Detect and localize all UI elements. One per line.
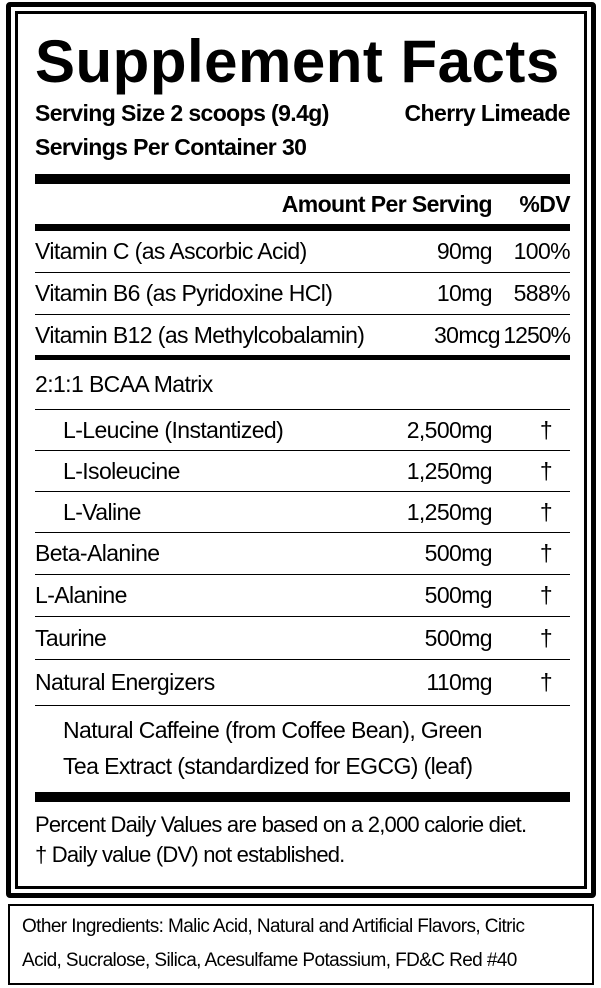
dagger-mark: † [539,669,553,695]
nutrient-amount: 110mg [426,669,492,695]
flavor: Cherry Limeade [404,100,571,126]
dagger-mark: † [539,582,553,608]
nutrient-amount: 30mcg [433,321,501,348]
nutrient-dv: 588% [513,280,571,306]
dv-header: %DV [519,190,570,217]
inner-border: Supplement Facts Serving Size 2 scoops (… [15,11,587,889]
serving-size: Serving Size 2 scoops (9.4g) [35,100,329,126]
dagger-mark: † [539,416,553,443]
nutrient-name: L-Isoleucine [63,457,180,484]
description-line: Tea Extract (standardized for EGCG) (lea… [63,753,473,779]
nutrient-amount: 1,250mg [406,498,493,525]
nutrient-row: Natural Energizers 110mg † [35,660,570,706]
nutrient-name: Natural Energizers [35,669,215,695]
nutrient-row: Beta-Alanine 500mg † [35,533,570,575]
nutrient-dv: 1250% [503,321,571,348]
column-header: Amount Per Serving %DV [35,184,571,224]
energizers-description: Natural Caffeine (from Coffee Bean), Gre… [35,706,570,792]
nutrient-row: Vitamin C (as Ascorbic Acid) 90mg 100% [35,231,571,273]
nutrient-name: Vitamin C (as Ascorbic Acid) [35,238,307,264]
servings-per-container: Servings Per Container 30 [35,134,307,160]
footnotes: Percent Daily Values are based on a 2,00… [35,802,570,870]
ingredients-line: Acid, Sucralose, Silica, Acesulfame Pota… [22,950,517,971]
supplement-facts-panel: Supplement Facts Serving Size 2 scoops (… [6,2,596,898]
nutrient-amount: 10mg [436,280,493,306]
footnote: † Daily value (DV) not established. [35,842,345,867]
nutrient-amount: 500mg [424,540,493,566]
nutrient-row: Vitamin B6 (as Pyridoxine HCl) 10mg 588% [35,273,571,315]
panel-title: Supplement Facts [35,28,560,95]
nutrient-name: L-Alanine [35,582,127,608]
nutrient-row: Taurine 500mg † [35,617,570,660]
nutrient-row: L-Isoleucine 1,250mg † [35,451,570,492]
nutrient-amount: 2,500mg [406,416,493,443]
nutrient-amount: 1,250mg [406,457,493,484]
nutrient-name: Taurine [35,624,107,651]
nutrient-name: L-Valine [63,498,141,525]
nutrient-row: L-Leucine (Instantized) 2,500mg † [35,410,570,451]
nutrient-row: L-Alanine 500mg † [35,575,570,617]
nutrient-dv: 100% [513,238,571,264]
nutrient-row: L-Valine 1,250mg † [35,492,570,533]
nutrient-amount: 500mg [424,624,493,651]
ingredients-line: Other Ingredients: Malic Acid, Natural a… [22,916,525,937]
bcaa-title: 2:1:1 BCAA Matrix [35,360,570,410]
dagger-mark: † [539,457,553,484]
nutrient-row: Vitamin B12 (as Methylcobalamin) 30mcg 125… [35,315,571,355]
nutrient-amount: 500mg [424,582,493,608]
nutrient-name: Vitamin B12 (as Methylcobalamin) [35,321,365,348]
nutrient-name: Vitamin B6 (as Pyridoxine HCl) [35,280,333,306]
description-line: Natural Caffeine (from Coffee Bean), Gre… [63,717,482,743]
nutrient-name: Beta-Alanine [35,540,160,566]
footnote: Percent Daily Values are based on a 2,00… [35,812,527,837]
serving-size-row: Serving Size 2 scoops (9.4g) Cherry Lime… [35,96,571,130]
amount-header: Amount Per Serving [281,190,493,217]
dagger-mark: † [539,624,553,651]
nutrient-name: L-Leucine (Instantized) [63,416,284,443]
divider-thick [35,174,570,184]
dagger-mark: † [539,498,553,525]
divider-medium [35,224,570,231]
divider-medium [35,355,570,360]
nutrient-amount: 90mg [436,238,493,264]
dagger-mark: † [539,540,553,566]
other-ingredients: Other Ingredients: Malic Acid, Natural a… [8,904,594,985]
divider-thick [35,792,570,802]
